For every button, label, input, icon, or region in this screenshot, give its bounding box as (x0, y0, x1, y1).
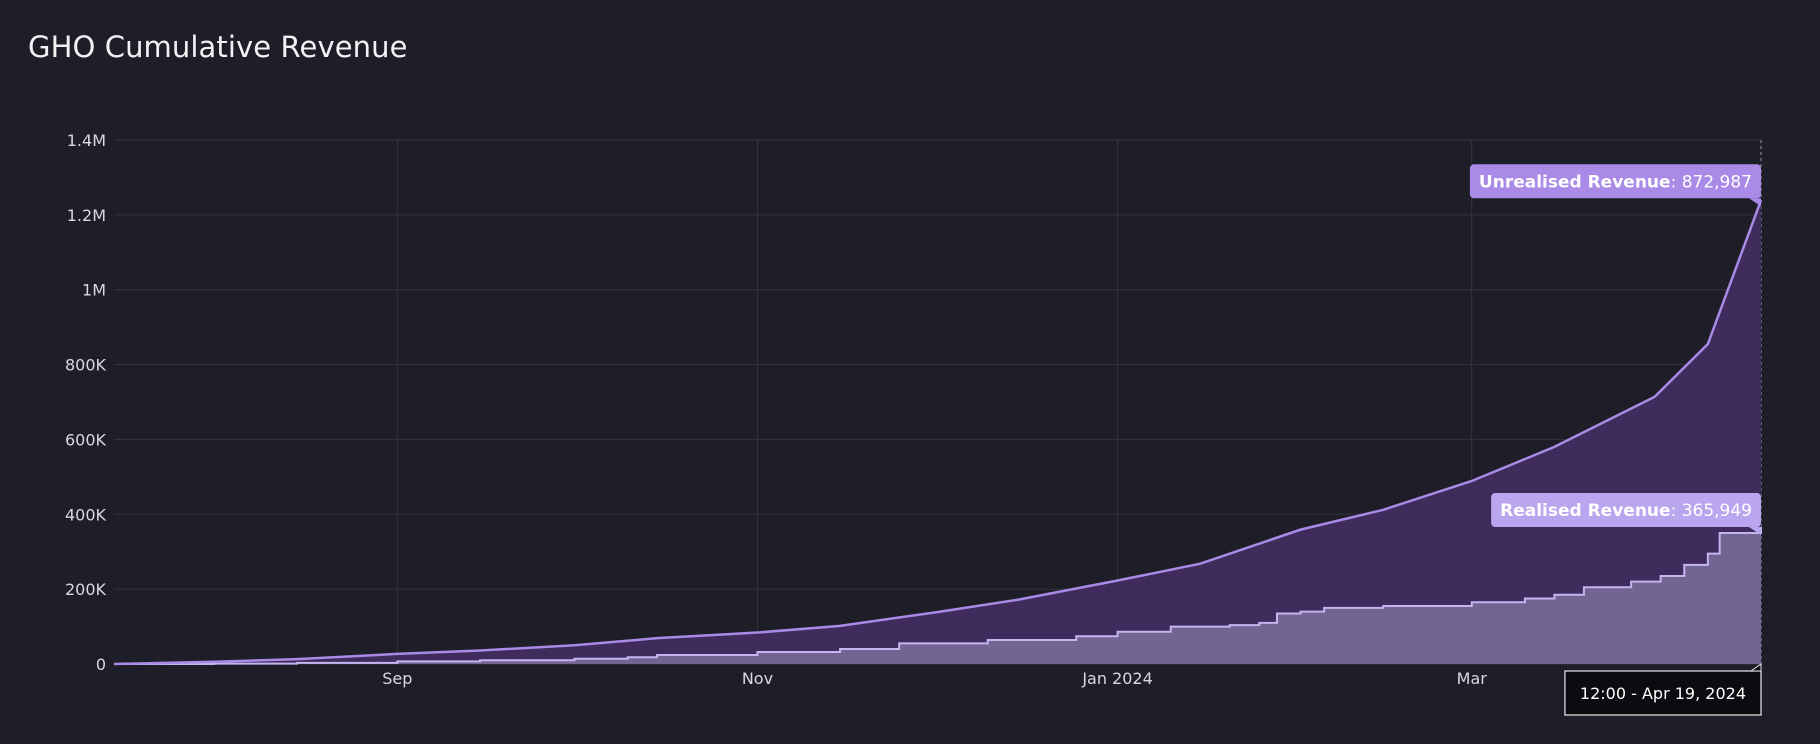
tooltips: Unrealised Revenue: 872,987 Realised Reve… (1469, 164, 1762, 716)
realised-area (114, 527, 1761, 664)
realised-tooltip: Realised Revenue: 365,949 (1491, 493, 1761, 536)
y-tick-label: 0 (96, 655, 106, 674)
y-tick-label: 1.2M (67, 206, 106, 225)
time-tooltip-box (1564, 670, 1762, 716)
y-tick-label: 1M (82, 281, 106, 300)
x-tick-label: Jan 2024 (1081, 669, 1152, 688)
x-tick-label: Mar (1457, 669, 1488, 688)
grid-lines (114, 139, 1762, 665)
tooltip-value: : 872,987 (1671, 172, 1752, 192)
unrealised-line (113, 199, 1763, 666)
time-tooltip-text: 12:00 - Apr 19, 2024 (1580, 684, 1746, 703)
tooltip-value: : 365,949 (1671, 501, 1752, 521)
tooltip-box (1469, 164, 1761, 199)
y-tick-label: 200K (65, 580, 107, 599)
realised-line (114, 527, 1762, 665)
x-tick-label: Sep (382, 669, 412, 688)
tooltip-pointer (1749, 527, 1761, 536)
y-tick-label: 400K (65, 505, 107, 524)
y-tick-label: 600K (65, 430, 107, 449)
time-tooltip: 12:00 - Apr 19, 2024 (1564, 663, 1762, 716)
unrealised-area (114, 200, 1761, 665)
tooltip-pointer (1749, 198, 1761, 207)
area-series (113, 199, 1763, 666)
y-tick-label: 800K (65, 356, 107, 375)
y-tick-label: 1.4M (67, 131, 106, 150)
tooltip-label: Unrealised Revenue (1479, 172, 1671, 192)
tooltip-box (1491, 493, 1761, 528)
chart-title: GHO Cumulative Revenue (28, 30, 408, 64)
x-tick-label: Nov (742, 669, 773, 688)
time-tooltip-pointer (1749, 663, 1762, 672)
unrealised-tooltip: Unrealised Revenue: 872,987 (1469, 164, 1761, 207)
tooltip-label: Realised Revenue (1500, 501, 1670, 521)
axis-labels: 0 200K 400K 600K 800K 1M 1.2M 1.4M Sep Nov Jan 202… (65, 131, 1487, 688)
